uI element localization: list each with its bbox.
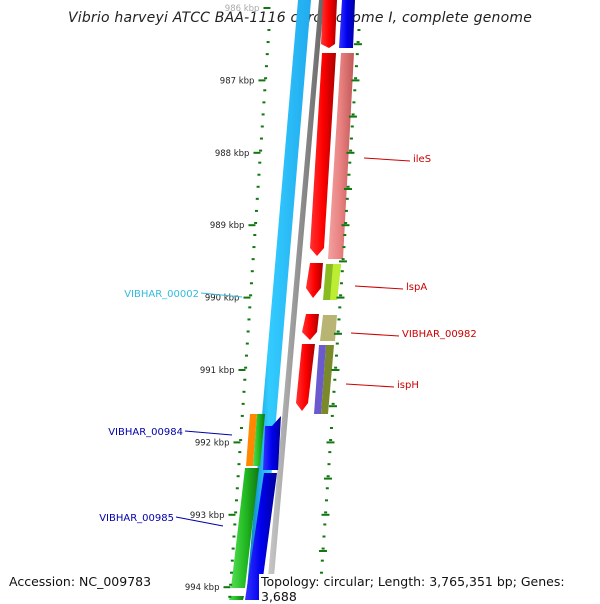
ruler-tick-label: 986 kbp <box>225 4 260 14</box>
gene-feature-ileS-cds <box>310 53 336 256</box>
ruler-tick-label: 993 kbp <box>190 511 225 521</box>
gene-label[interactable]: VIBHAR_00984 <box>108 427 183 438</box>
gene-label[interactable]: VIBHAR_00002 <box>124 289 199 300</box>
gene-label-leader <box>200 292 243 298</box>
gene-feature-VIBHAR_00982-cds <box>302 314 319 340</box>
ruler-tick-label: 994 kbp <box>185 583 220 593</box>
gene-feature-VIBHAR_00984-blue <box>263 416 281 470</box>
gene-label-leader <box>363 157 411 162</box>
gene-feature-ispH-cds <box>296 344 315 411</box>
gene-feature-lspA-cds <box>306 263 323 298</box>
gene-feature-VIBHAR_00985-blue <box>245 473 277 600</box>
ruler-tick-label: 990 kbp <box>205 294 240 304</box>
ruler-tick-label: 988 kbp <box>215 149 250 159</box>
gene-label-leader <box>350 332 400 337</box>
gene-feature-VIBHAR_00985-green <box>231 468 259 588</box>
gene-label-leader <box>354 285 404 290</box>
ruler-tick-label: 989 kbp <box>210 221 245 231</box>
backbone-cyan-strand <box>246 0 311 600</box>
gene-labels: ileS lspA VIBHAR_00982 ispH VIBHAR_00002 VIBH… <box>99 154 477 527</box>
gene-label[interactable]: ispH <box>397 380 419 391</box>
ruler: 986 kbp 987 kbp 988 kbp 989 kbp 990 kbp 991 k… <box>185 4 362 598</box>
ruler-tick-label: 987 kbp <box>220 76 255 86</box>
gene-feature-VIBHAR_00984-green <box>253 414 265 466</box>
gene-feature-ispH-gene-olive <box>321 345 334 414</box>
gene-feature-VIBHAR_00984-orange <box>246 414 257 466</box>
gene-label-leader <box>184 430 233 436</box>
gene-label[interactable]: VIBHAR_00982 <box>402 329 477 340</box>
gene-label-leader <box>175 516 224 527</box>
ruler-tick-label: 991 kbp <box>200 366 235 376</box>
gene-label[interactable]: VIBHAR_00985 <box>99 513 174 524</box>
ruler-tick-label: 992 kbp <box>195 438 230 448</box>
gene-feature-top-red <box>321 0 337 48</box>
gene-feature-bottom-green <box>229 596 244 600</box>
gene-feature-VIBHAR_00982-gene <box>320 315 337 341</box>
backbone-grey-strand <box>266 0 324 600</box>
gene-label-leader <box>345 383 395 388</box>
topology-info: Topology: circular; Length: 3,765,351 bp… <box>259 574 600 604</box>
accession-info: Accession: NC_009783 <box>7 574 154 589</box>
gene-label[interactable]: ileS <box>413 154 431 165</box>
gene-feature-ispH-gene-purple <box>314 345 326 414</box>
gene-label[interactable]: lspA <box>406 282 427 293</box>
gene-feature-ileS-gene <box>328 53 354 259</box>
gene-feature-lspA-gene-light <box>330 264 341 300</box>
gene-feature-top-blue <box>339 0 355 48</box>
